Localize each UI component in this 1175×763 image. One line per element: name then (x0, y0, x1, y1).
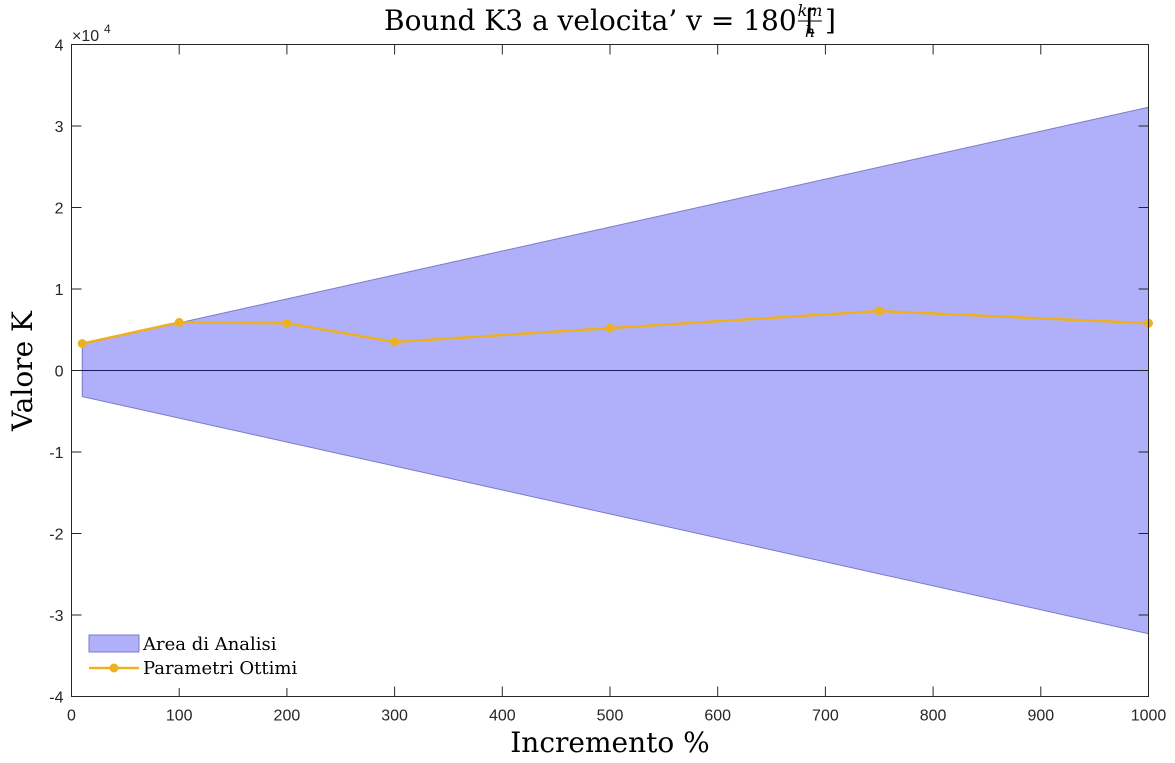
y-tick-label: -2 (49, 527, 63, 544)
title-fraction-numerator: km (798, 1, 823, 20)
legend-swatch-parametri-ottimi-marker (109, 663, 119, 673)
title-main: Bound K3 a velocita’ v = 180 [ (384, 4, 816, 37)
y-tick-label: 0 (55, 364, 64, 381)
x-tick-label: 500 (597, 708, 624, 725)
legend-label-area-di-analisi: Area di Analisi (142, 634, 277, 655)
data-point-parametri-ottimi (282, 318, 292, 328)
x-tick-label: 300 (381, 708, 408, 725)
y-tick-label: 2 (55, 201, 64, 218)
data-point-parametri-ottimi (390, 337, 400, 347)
x-tick-label: 200 (274, 708, 301, 725)
x-tick-label: 0 (67, 708, 76, 725)
data-point-parametri-ottimi (874, 306, 884, 316)
legend-label-parametri-ottimi: Parametri Ottimi (143, 658, 297, 679)
data-point-parametri-ottimi (77, 339, 87, 349)
x-tick-label: 100 (166, 708, 193, 725)
plot-area (71, 106, 1153, 635)
axis-ticks: 0 100 200 300 400 500 600 700 800 900 1000 -4 -3 -2 -1… (49, 38, 1166, 725)
x-tick-label: 800 (920, 708, 947, 725)
y-tick-label: -3 (49, 608, 63, 625)
y-axis-label: Valore K (6, 310, 39, 432)
x-tick-label: 1000 (1131, 708, 1167, 725)
x-tick-label: 700 (812, 708, 839, 725)
y-tick-label: 3 (55, 119, 64, 136)
data-point-parametri-ottimi (174, 317, 184, 327)
y-tick-label: -1 (49, 445, 63, 462)
y-exponent-base: ×10 (72, 28, 99, 45)
chart-title: Bound K3 a velocita’ v = 180 [ km h ] (384, 1, 836, 41)
title-fraction-denominator: h (805, 22, 815, 41)
x-axis-label: Incremento % (510, 726, 710, 759)
legend: Area di Analisi Parametri Ottimi (77, 626, 313, 688)
title-close-bracket: ] (825, 4, 836, 37)
x-tick-label: 600 (704, 708, 731, 725)
y-tick-label: -4 (49, 690, 63, 707)
data-point-parametri-ottimi (605, 323, 615, 333)
y-tick-label: 4 (55, 38, 64, 55)
y-tick-label: 1 (55, 282, 64, 299)
x-tick-label: 400 (489, 708, 516, 725)
legend-swatch-area-di-analisi (88, 634, 140, 653)
y-exponent-power: 4 (104, 22, 111, 36)
x-tick-label: 900 (1027, 708, 1054, 725)
y-exponent: ×10 4 (72, 22, 111, 45)
